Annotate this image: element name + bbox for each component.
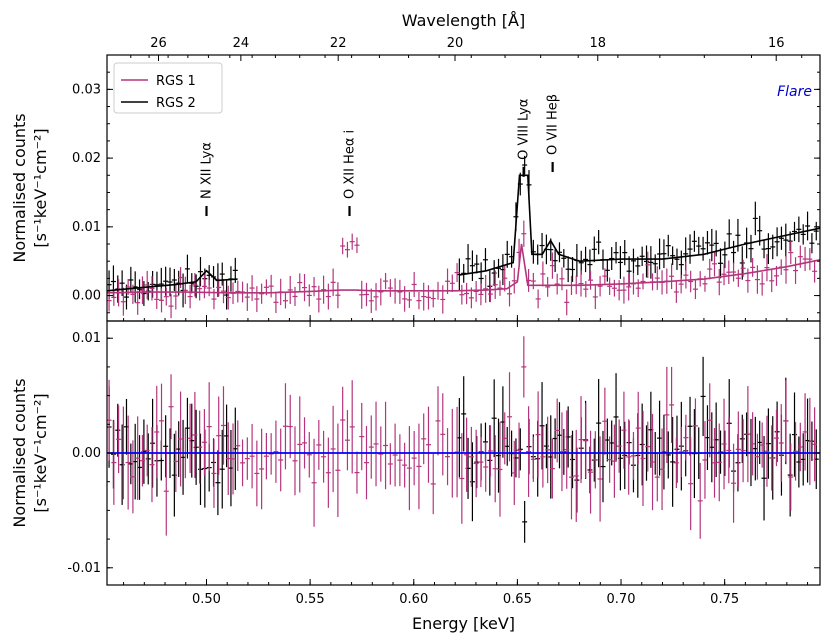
- legend-box: [113, 62, 223, 114]
- line-annotation-label: O VII Heβ: [546, 94, 561, 155]
- line-annotation-label: O VIII Lyα: [517, 99, 532, 160]
- energy-tick-label: 0.60: [399, 592, 428, 607]
- wavelength-tick-label: 20: [447, 36, 464, 51]
- rgs2-model-line: [459, 174, 821, 276]
- legend-label-2: RGS 2: [156, 96, 196, 111]
- wavelength-tick-label: 26: [150, 36, 167, 51]
- wavelength-tick-label: 18: [589, 36, 606, 51]
- wavelength-axis-title: Wavelength [Å]: [402, 11, 525, 30]
- energy-tick-label: 0.55: [296, 592, 325, 607]
- bottom-y-tick-label: -0.01: [67, 561, 101, 576]
- top-y-tick-label: 0.01: [72, 220, 101, 235]
- bottom-y-axis-title-line2: [s⁻¹keV⁻¹cm⁻²]: [31, 393, 50, 512]
- wavelength-tick-label: 24: [233, 36, 250, 51]
- top-y-tick-label: 0.00: [72, 289, 101, 304]
- energy-axis-title: Energy [keV]: [412, 614, 515, 633]
- line-annotation-label: O XII Heα i: [343, 130, 358, 199]
- wavelength-tick-label: 16: [768, 36, 785, 51]
- legend-label-1: RGS 1: [156, 74, 196, 89]
- energy-tick-label: 0.65: [503, 592, 532, 607]
- top-y-tick-label: 0.02: [72, 151, 101, 166]
- top-y-tick-label: 0.03: [72, 82, 101, 97]
- rgs1-model-line: [106, 243, 821, 294]
- bottom-y-tick-label: 0.00: [72, 446, 101, 461]
- energy-tick-label: 0.50: [192, 592, 221, 607]
- flare-label: Flare: [777, 84, 812, 100]
- rgs2-model-line: [106, 269, 238, 292]
- bottom-y-axis-title-line1: Normalised counts: [10, 378, 29, 527]
- energy-tick-label: 0.75: [710, 592, 739, 607]
- line-annotation-label: N XII Lyα: [199, 142, 214, 199]
- top-y-axis-title-line1: Normalised counts: [10, 113, 29, 262]
- top-y-axis-title-line2: [s⁻¹keV⁻¹cm⁻²]: [31, 128, 50, 247]
- wavelength-tick-label: 22: [330, 36, 347, 51]
- bottom-y-tick-label: 0.01: [72, 331, 101, 346]
- energy-tick-label: 0.70: [607, 592, 636, 607]
